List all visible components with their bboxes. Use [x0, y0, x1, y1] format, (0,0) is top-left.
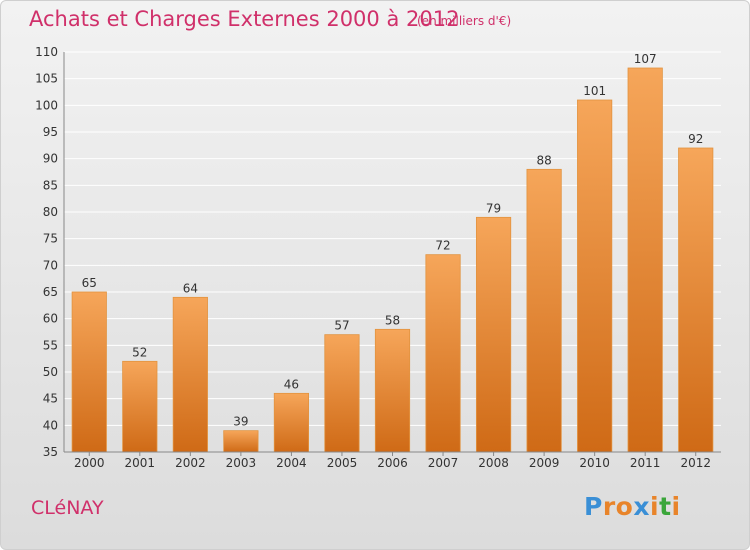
bar — [71, 291, 107, 453]
x-tick-label: 2009 — [529, 456, 560, 470]
bar-value-label: 92 — [688, 132, 703, 146]
chart-title: Achats et Charges Externes 2000 à 2012 — [29, 7, 460, 31]
y-tick-label: 90 — [43, 152, 58, 166]
y-tick-label: 40 — [43, 418, 58, 432]
y-tick-label: 95 — [43, 125, 58, 139]
bar-value-label: 79 — [486, 201, 501, 215]
logo-letter: i — [671, 492, 681, 521]
bar — [627, 67, 663, 453]
bar-value-label: 64 — [183, 281, 198, 295]
proxiti-logo[interactable]: Proxiti — [584, 492, 681, 521]
y-tick-label: 60 — [43, 312, 58, 326]
y-tick-label: 80 — [43, 205, 58, 219]
y-tick-label: 65 — [43, 285, 58, 299]
y-tick-label: 75 — [43, 232, 58, 246]
x-tick-label: 2005 — [327, 456, 358, 470]
bar-value-label: 46 — [284, 377, 299, 391]
bar-value-label: 72 — [435, 239, 450, 253]
bar-value-label: 107 — [634, 52, 657, 66]
y-tick-label: 50 — [43, 365, 58, 379]
y-tick-label: 70 — [43, 258, 58, 272]
bar — [374, 328, 411, 453]
axes: 35 40 45 50 55 60 65 70 75 80 85 90 95 100 105 110 2000 2… — [35, 45, 721, 470]
logo-letter: o — [615, 492, 634, 521]
bar — [526, 168, 562, 453]
y-tick-label: 35 — [43, 445, 58, 459]
x-tick-label: 2008 — [478, 456, 509, 470]
bar — [475, 216, 512, 453]
logo-letter: t — [659, 492, 672, 521]
y-tick-label: 85 — [43, 178, 58, 192]
x-tick-label: 2003 — [226, 456, 257, 470]
x-tick-label: 2010 — [579, 456, 610, 470]
bars: 65 52 64 39 46 57 58 72 79 88 101 107 92 — [71, 52, 714, 453]
city-name: CLéNAY — [31, 497, 104, 519]
y-tick-label: 45 — [43, 392, 58, 406]
x-tick-label: 2001 — [125, 456, 156, 470]
bar-value-label: 52 — [132, 345, 147, 359]
chart-unit-label: (en milliers d'€) — [417, 14, 512, 28]
logo-letter: i — [650, 492, 660, 521]
bar — [425, 254, 461, 453]
logo-letter: P — [584, 492, 603, 521]
bar — [273, 392, 310, 453]
y-tick-label: 110 — [35, 45, 58, 59]
bar-value-label: 39 — [233, 415, 248, 429]
bar-value-label: 65 — [82, 276, 97, 290]
y-tick-label: 105 — [35, 72, 58, 86]
bar — [172, 296, 208, 453]
x-tick-label: 2012 — [680, 456, 711, 470]
x-tick-label: 2002 — [175, 456, 206, 470]
bar — [324, 334, 360, 453]
logo-letter: r — [602, 492, 616, 521]
x-tick-label: 2006 — [377, 456, 408, 470]
bar — [223, 430, 259, 453]
bar-value-label: 101 — [583, 84, 606, 98]
x-tick-label: 2004 — [276, 456, 307, 470]
y-tick-label: 100 — [35, 98, 58, 112]
bar-value-label: 58 — [385, 313, 400, 327]
x-tick-label: 2011 — [630, 456, 661, 470]
x-tick-label: 2007 — [428, 456, 459, 470]
bar — [577, 99, 613, 453]
bar — [678, 147, 714, 453]
bar — [122, 360, 158, 453]
logo-letter: x — [633, 492, 650, 521]
y-tick-label: 55 — [43, 338, 58, 352]
x-tick-label: 2000 — [74, 456, 105, 470]
bar-value-label: 88 — [536, 153, 551, 167]
bar-value-label: 57 — [334, 319, 349, 333]
